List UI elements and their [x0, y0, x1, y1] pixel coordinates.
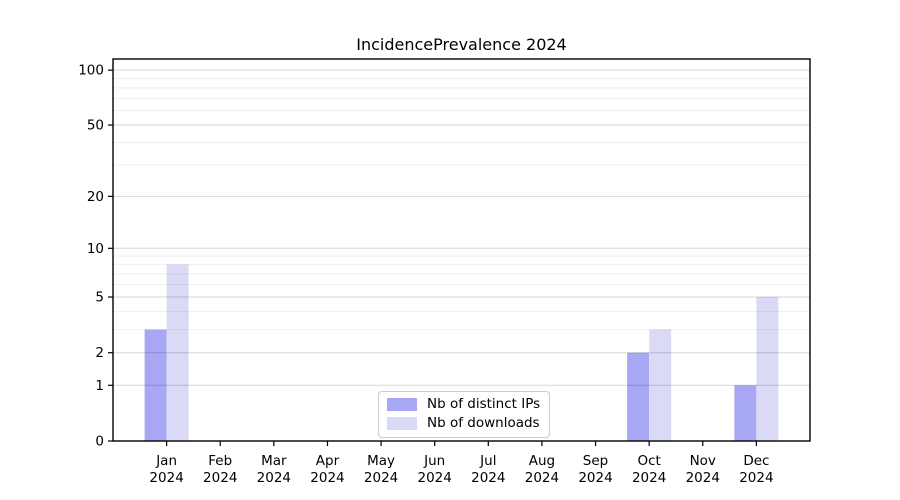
- x-tick-label-month: Dec: [743, 453, 769, 469]
- legend-swatch-distinct-ips: [387, 398, 417, 411]
- x-tick-label-year: 2024: [418, 470, 452, 486]
- x-tick-label-year: 2024: [364, 470, 398, 486]
- x-tick-label-year: 2024: [471, 470, 505, 486]
- x-tick-label-month: Jun: [423, 453, 445, 469]
- x-tick-label-month: Feb: [208, 453, 232, 469]
- y-tick-label: 10: [87, 241, 104, 257]
- plot-border: [112, 58, 811, 442]
- chart-title: IncidencePrevalence 2024: [356, 35, 567, 54]
- x-tick-label-year: 2024: [632, 470, 666, 486]
- x-tick-label-year: 2024: [310, 470, 344, 486]
- legend-item-distinct-ips: Nb of distinct IPs: [387, 396, 540, 413]
- bar-downloads-dec: [756, 297, 779, 441]
- y-tick-label: 20: [87, 189, 104, 205]
- x-tick-label-year: 2024: [203, 470, 237, 486]
- bar-downloads-jan: [166, 264, 189, 441]
- legend-label-downloads: Nb of downloads: [427, 415, 540, 431]
- y-tick-label: 100: [78, 63, 104, 79]
- x-tick-label-year: 2024: [525, 470, 559, 486]
- legend-label-distinct-ips: Nb of distinct IPs: [427, 396, 541, 412]
- x-tick-label-year: 2024: [257, 470, 291, 486]
- x-tick-label-month: Nov: [690, 453, 716, 469]
- bar-distinct-ips-oct: [627, 352, 650, 441]
- x-tick-label-month: Oct: [637, 453, 660, 469]
- bar-downloads-oct: [649, 329, 672, 441]
- x-tick-label-month: May: [367, 453, 395, 469]
- y-tick-label: 2: [95, 345, 104, 361]
- y-tick-label: 0: [95, 434, 104, 450]
- bar-distinct-ips-jan: [144, 329, 167, 441]
- y-tick-label: 50: [87, 118, 104, 134]
- y-tick-label: 5: [95, 290, 104, 306]
- x-tick-label-year: 2024: [578, 470, 612, 486]
- x-tick-label-year: 2024: [149, 470, 183, 486]
- bar-distinct-ips-dec: [734, 385, 757, 441]
- y-tick-label: 1: [95, 378, 104, 394]
- x-tick-label-month: Mar: [261, 453, 287, 469]
- x-tick-label-month: Sep: [583, 453, 608, 469]
- legend-item-downloads: Nb of downloads: [387, 415, 540, 432]
- x-tick-label-month: Jan: [155, 453, 177, 469]
- x-tick-label-year: 2024: [739, 470, 773, 486]
- legend-swatch-downloads: [387, 417, 417, 430]
- x-tick-label-month: Apr: [316, 453, 340, 469]
- legend: Nb of distinct IPs Nb of downloads: [378, 391, 551, 438]
- x-tick-label-year: 2024: [686, 470, 720, 486]
- x-tick-label-month: Jul: [479, 453, 496, 469]
- x-tick-label-month: Aug: [529, 453, 555, 469]
